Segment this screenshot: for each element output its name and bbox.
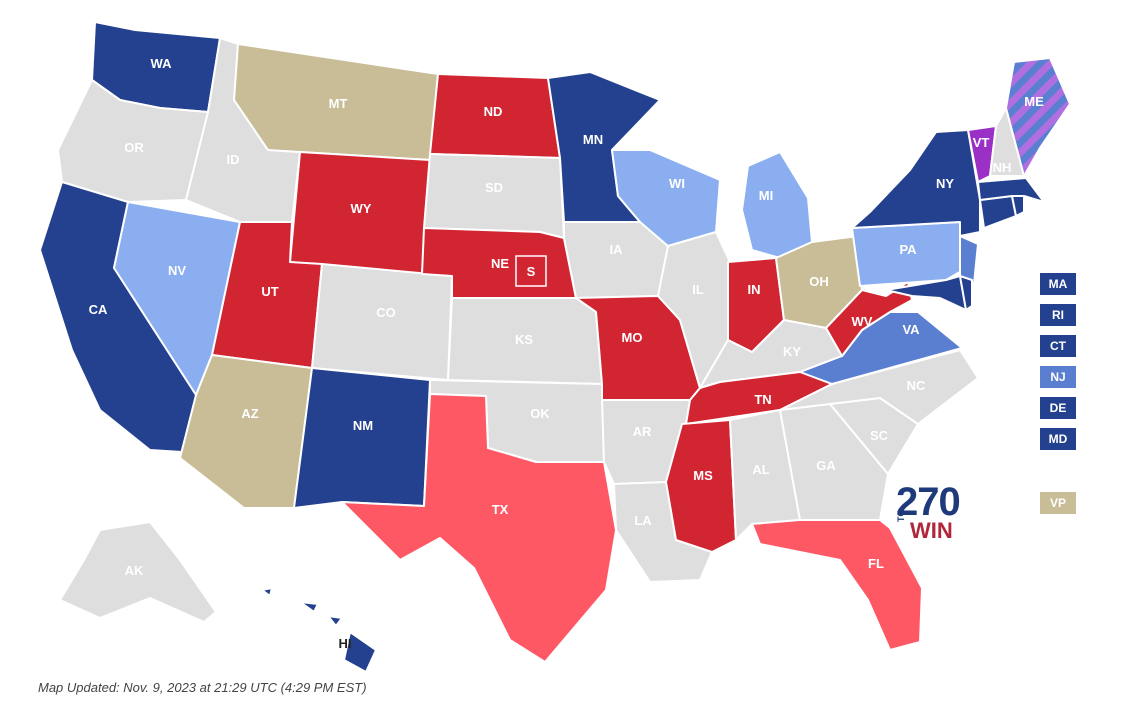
- state-KS[interactable]: [447, 297, 603, 385]
- state-NJ[interactable]: [959, 235, 979, 285]
- state-WY[interactable]: [289, 151, 431, 275]
- side-box-label-MD: MD: [1048, 432, 1068, 446]
- side-box-MD[interactable]: MD: [1039, 427, 1077, 451]
- side-box-label-CT: CT: [1050, 339, 1066, 353]
- side-box-DE[interactable]: DE: [1039, 396, 1077, 420]
- side-box-label-NJ: NJ: [1050, 370, 1066, 384]
- state-DE[interactable]: [959, 275, 973, 311]
- map-updated-text: Map Updated: Nov. 9, 2023 at 21:29 UTC (…: [38, 680, 367, 695]
- state-WV[interactable]: [825, 281, 913, 357]
- state-TX[interactable]: [341, 393, 617, 663]
- logo-win: WIN: [910, 518, 953, 543]
- state-HI[interactable]: [261, 587, 377, 673]
- state-AK[interactable]: [59, 521, 217, 623]
- side-box-label-MA: MA: [1048, 277, 1068, 291]
- vp-box-label: VP: [1049, 496, 1066, 510]
- side-box-label-DE: DE: [1049, 401, 1067, 415]
- side-box-label-RI: RI: [1052, 308, 1064, 322]
- logo-to: TO: [896, 509, 906, 522]
- state-MT[interactable]: [233, 43, 439, 161]
- vp-box[interactable]: VP: [1039, 491, 1077, 515]
- side-box-CT[interactable]: CT: [1039, 334, 1077, 358]
- state-NC[interactable]: [779, 349, 979, 425]
- state-MI[interactable]: [741, 151, 813, 259]
- state-NY[interactable]: [851, 129, 981, 237]
- site-logo[interactable]: 270 TO WIN: [896, 480, 961, 543]
- state-CO[interactable]: [311, 263, 453, 381]
- state-CT[interactable]: [979, 195, 1017, 229]
- state-SD[interactable]: [423, 153, 565, 239]
- side-box-RI[interactable]: RI: [1039, 303, 1077, 327]
- state-ME[interactable]: [1005, 57, 1071, 177]
- state-NM[interactable]: [293, 367, 431, 509]
- side-box-NJ[interactable]: NJ: [1039, 365, 1077, 389]
- state-PA[interactable]: [851, 221, 971, 287]
- state-FL[interactable]: [751, 519, 923, 651]
- logo-number: 270: [896, 480, 961, 524]
- state-MA[interactable]: [977, 177, 1045, 203]
- side-box-MA[interactable]: MA: [1039, 272, 1077, 296]
- state-ND[interactable]: [429, 73, 561, 159]
- ne-district-box[interactable]: [515, 255, 547, 287]
